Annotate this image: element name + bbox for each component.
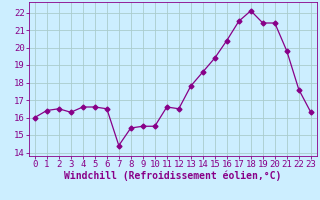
X-axis label: Windchill (Refroidissement éolien,°C): Windchill (Refroidissement éolien,°C) [64, 171, 282, 181]
